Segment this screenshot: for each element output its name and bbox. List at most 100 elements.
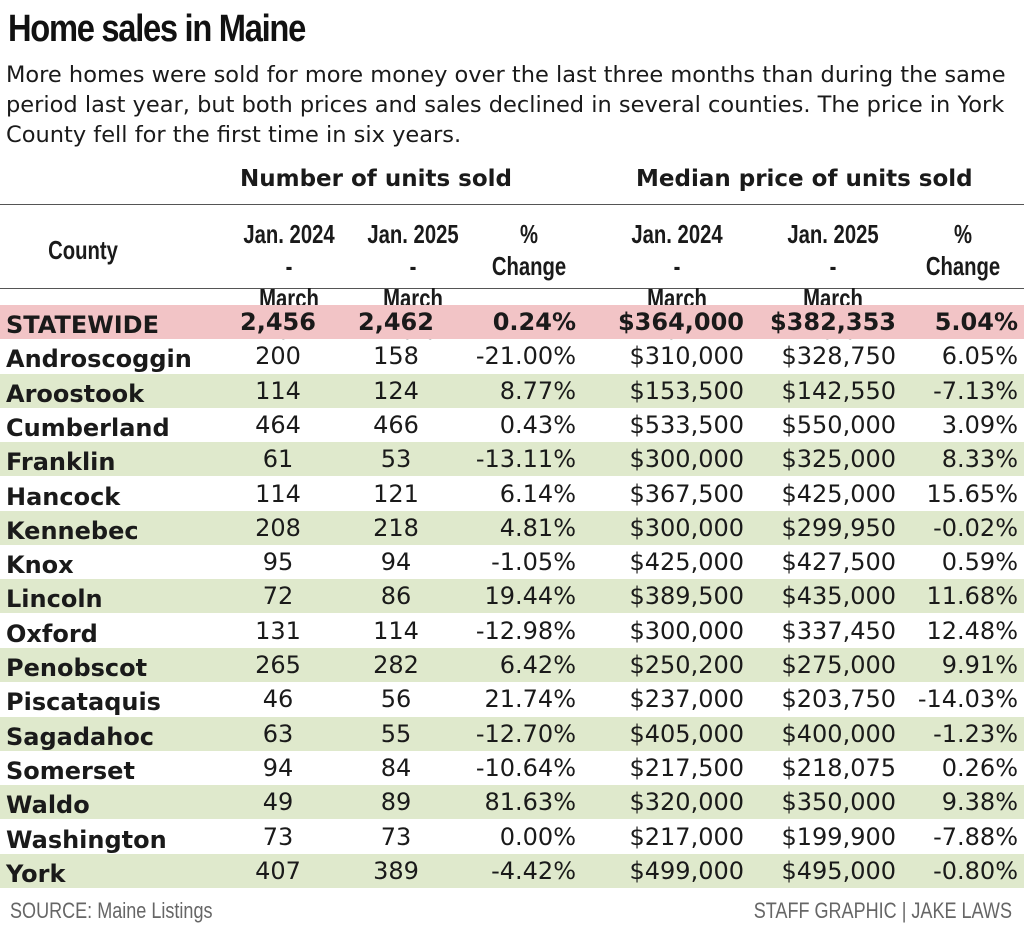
cell-p2024: $300,000: [629, 513, 744, 542]
column-header-price-change: % Change: [912, 218, 1013, 282]
table-row: Kennebec 208 218 4.81% $300,000 $299,950 -0.02…: [0, 510, 1024, 545]
cell-p2024: $533,500: [629, 410, 744, 439]
cell-p2025: $350,000: [781, 788, 896, 817]
cell-p2025: $382,353: [769, 308, 896, 336]
cell-p2025: $142,550: [781, 376, 896, 405]
cell-uchg: 6.14%: [499, 479, 576, 508]
county-name: Sagadahoc: [6, 722, 155, 751]
column-header-county: County: [32, 234, 133, 266]
cell-u2025: 56: [380, 685, 412, 714]
cell-u2024: 208: [255, 513, 301, 542]
cell-u2025: 282: [373, 651, 419, 679]
cell-u2025: 89: [380, 788, 412, 817]
group-header-units: Number of units sold: [240, 166, 512, 192]
cell-uchg: 0.00%: [499, 822, 576, 851]
cell-pchg: -1.23%: [933, 719, 1018, 748]
cell-u2025: 84: [380, 753, 412, 782]
cell-pchg: 9.91%: [941, 651, 1018, 679]
cell-p2025: $425,000: [781, 479, 896, 508]
cell-u2024: 63: [262, 719, 294, 748]
cell-u2025: 114: [373, 616, 419, 645]
cell-u2024: 464: [255, 410, 301, 439]
cell-u2024: 114: [255, 376, 301, 405]
county-name: Washington: [6, 825, 167, 854]
cell-p2024: $300,000: [629, 616, 744, 645]
cell-p2025: $427,500: [781, 548, 896, 577]
cell-u2025: 53: [380, 445, 412, 474]
cell-u2025: 94: [380, 548, 412, 577]
county-name: Androscoggin: [6, 345, 192, 374]
county-name: STATEWIDE: [6, 311, 159, 339]
cell-p2025: $550,000: [781, 410, 896, 439]
cell-pchg: 3.09%: [941, 410, 1018, 439]
cell-p2024: $499,000: [629, 856, 744, 885]
cell-u2024: 265: [255, 651, 301, 679]
cell-pchg: -0.80%: [933, 856, 1018, 885]
cell-uchg: 19.44%: [484, 582, 576, 611]
county-name: Hancock: [6, 482, 121, 511]
cell-p2024: $405,000: [629, 719, 744, 748]
cell-p2024: $300,000: [629, 445, 744, 474]
cell-p2024: $364,000: [617, 308, 744, 336]
table-row: Piscataquis 46 56 21.74% $237,000 $203,750 -14…: [0, 682, 1024, 716]
cell-p2025: $400,000: [781, 719, 896, 748]
county-name: Aroostook: [6, 379, 145, 408]
cell-u2024: 73: [262, 822, 294, 851]
cell-pchg: -14.03%: [917, 685, 1018, 714]
cell-u2024: 407: [255, 856, 301, 885]
cell-p2025: $299,950: [781, 513, 896, 542]
county-name: Penobscot: [6, 654, 148, 682]
cell-u2024: 200: [255, 342, 301, 371]
cell-p2025: $199,900: [781, 822, 896, 851]
cell-p2025: $435,000: [781, 582, 896, 611]
cell-p2025: $495,000: [781, 856, 896, 885]
cell-pchg: -7.13%: [933, 376, 1018, 405]
column-header-county-label: County: [48, 235, 118, 265]
group-header-price: Median price of units sold: [636, 166, 973, 192]
cell-p2025: $328,750: [781, 342, 896, 371]
cell-uchg: 4.81%: [499, 513, 576, 542]
table-row: Penobscot 265 282 6.42% $250,200 $275,000 9.91…: [0, 648, 1024, 682]
cell-p2024: $250,200: [629, 651, 744, 679]
column-header-line: Change: [925, 251, 1001, 281]
table-row: Knox 95 94 -1.05% $425,000 $427,500 0.59%: [0, 545, 1024, 579]
cell-p2024: $425,000: [629, 548, 744, 577]
table-row: Franklin 61 53 -13.11% $300,000 $325,000 8.33%: [0, 442, 1024, 477]
cell-u2024: 61: [262, 445, 294, 474]
cell-pchg: 0.59%: [941, 548, 1018, 577]
county-name: Cumberland: [6, 413, 170, 442]
cell-p2024: $153,500: [629, 376, 744, 405]
county-name: Waldo: [6, 791, 90, 820]
cell-u2025: 121: [373, 479, 419, 508]
cell-p2024: $310,000: [629, 342, 744, 371]
cell-p2025: $203,750: [781, 685, 896, 714]
cell-pchg: 9.38%: [941, 788, 1018, 817]
county-name: Kennebec: [6, 516, 139, 545]
cell-uchg: -4.42%: [491, 856, 576, 885]
column-header-line: %: [519, 219, 539, 249]
table-row: Cumberland 464 466 0.43% $533,500 $550,000 3.0…: [0, 408, 1024, 442]
column-header-line: Change: [491, 251, 567, 281]
cell-u2025: 124: [373, 376, 419, 405]
cell-uchg: -1.05%: [491, 548, 576, 577]
cell-u2024: 131: [255, 616, 301, 645]
county-name: Knox: [6, 551, 74, 580]
county-name: Franklin: [6, 448, 116, 477]
chart-subtitle: More homes were sold for more money over…: [6, 62, 1006, 148]
county-name: Oxford: [6, 619, 98, 648]
cell-u2024: 46: [262, 685, 294, 714]
cell-u2024: 72: [262, 582, 294, 611]
table-row: Lincoln 72 86 19.44% $389,500 $435,000 11.68%: [0, 579, 1024, 614]
cell-u2025: 73: [380, 822, 412, 851]
chart-title: Home sales in Maine: [8, 8, 306, 50]
cell-p2024: $217,000: [629, 822, 744, 851]
cell-p2024: $389,500: [629, 582, 744, 611]
cell-p2025: $325,000: [781, 445, 896, 474]
column-header-units-change: % Change: [478, 218, 579, 282]
header-bottom-rule: [0, 288, 1024, 289]
cell-u2024: 2,456: [240, 308, 316, 336]
cell-pchg: 11.68%: [926, 582, 1018, 611]
table-row: Washington 73 73 0.00% $217,000 $199,900 -7.88…: [0, 820, 1024, 854]
column-header-line: Jan. 2024 -: [631, 219, 723, 281]
column-header-line: Jan. 2025 -: [787, 219, 879, 281]
